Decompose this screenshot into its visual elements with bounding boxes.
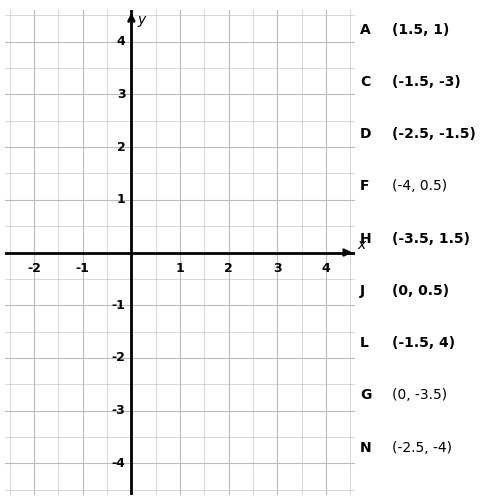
Text: F: F — [360, 180, 370, 194]
Text: 1: 1 — [117, 194, 126, 206]
Text: G: G — [360, 388, 372, 402]
Text: 3: 3 — [117, 88, 126, 101]
Text: C: C — [360, 75, 370, 89]
Text: -3: -3 — [112, 404, 126, 417]
Text: (-1.5, -3): (-1.5, -3) — [392, 75, 461, 89]
Text: y: y — [137, 12, 145, 26]
Text: (-2.5, -4): (-2.5, -4) — [392, 440, 452, 454]
Text: -1: -1 — [76, 262, 90, 275]
Text: 2: 2 — [224, 262, 233, 275]
Text: 2: 2 — [117, 140, 126, 153]
Text: -1: -1 — [112, 298, 126, 312]
Text: -2: -2 — [27, 262, 41, 275]
Text: (-4, 0.5): (-4, 0.5) — [392, 180, 448, 194]
Text: A: A — [360, 23, 371, 37]
Text: (-3.5, 1.5): (-3.5, 1.5) — [392, 232, 470, 245]
Text: H: H — [360, 232, 372, 245]
Text: 3: 3 — [273, 262, 281, 275]
Text: 1: 1 — [176, 262, 184, 275]
Text: N: N — [360, 440, 372, 454]
Text: (-2.5, -1.5): (-2.5, -1.5) — [392, 128, 476, 141]
Text: 4: 4 — [322, 262, 330, 275]
Text: 4: 4 — [117, 35, 126, 48]
Text: (0, 0.5): (0, 0.5) — [392, 284, 450, 298]
Text: (0, -3.5): (0, -3.5) — [392, 388, 448, 402]
Text: (-1.5, 4): (-1.5, 4) — [392, 336, 456, 350]
Text: D: D — [360, 128, 372, 141]
Text: -4: -4 — [112, 457, 126, 470]
Text: L: L — [360, 336, 369, 350]
Text: x: x — [358, 238, 366, 252]
Text: J: J — [360, 284, 365, 298]
Text: (1.5, 1): (1.5, 1) — [392, 23, 450, 37]
Text: -2: -2 — [112, 352, 126, 364]
